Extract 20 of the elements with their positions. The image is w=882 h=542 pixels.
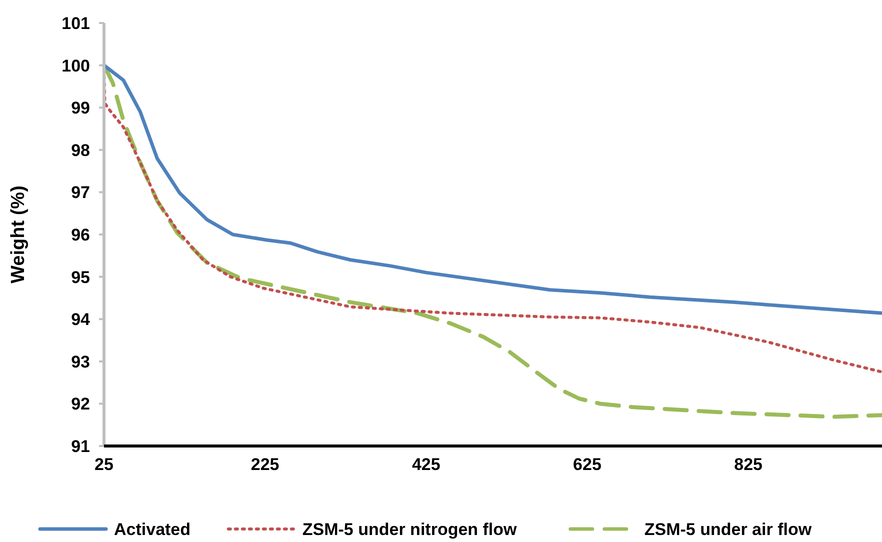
y-tick-label: 97 (71, 183, 90, 202)
y-tick-label: 98 (71, 140, 90, 160)
legend-label: ZSM-5 under air flow (644, 520, 812, 539)
x-tick-label: 425 (412, 455, 440, 474)
x-tick-label: 625 (573, 455, 602, 474)
y-tick-label: 99 (71, 98, 90, 118)
y-tick-label: 93 (71, 352, 90, 372)
legend-label: Activated (114, 520, 191, 539)
y-axis-title: Weight (%) (8, 186, 29, 284)
y-tick-label: 92 (71, 394, 90, 414)
x-tick-label: 825 (734, 455, 762, 474)
y-tick-label: 94 (71, 310, 91, 330)
y-tick-label: 91 (71, 436, 90, 456)
y-tick-label: 96 (71, 225, 90, 244)
y-tick-label: 95 (71, 268, 90, 287)
x-tick-label: 225 (250, 455, 280, 474)
legend-label: ZSM-5 under nitrogen flow (302, 520, 518, 539)
x-tick-label: 25 (94, 455, 114, 474)
y-tick-label: 100 (62, 56, 90, 76)
y-tick-label: 101 (62, 14, 90, 33)
